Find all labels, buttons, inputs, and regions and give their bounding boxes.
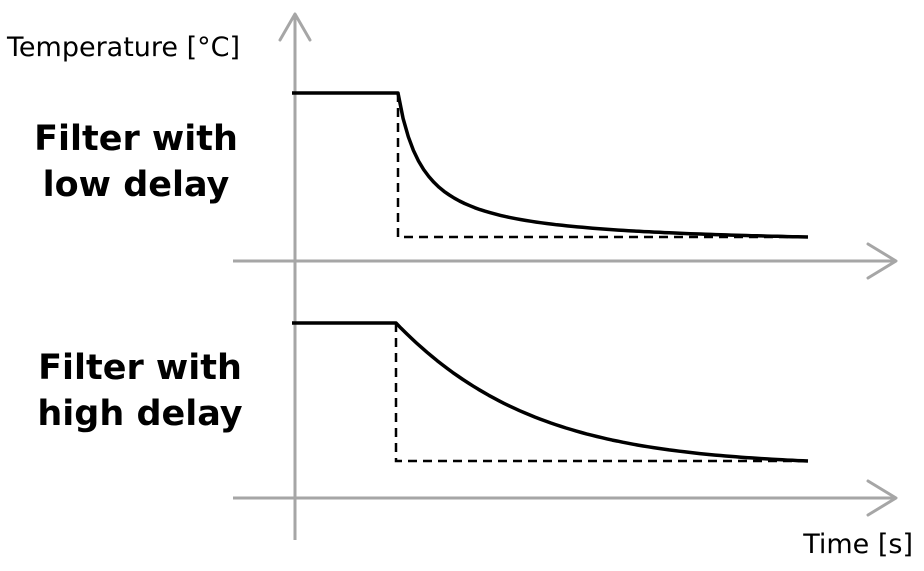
filter-response-curve-high <box>292 321 809 463</box>
filter-response-curve-low <box>292 91 809 239</box>
temperature-axis-arrowhead <box>278 12 312 42</box>
time-axis-upper-arrowhead <box>866 242 898 280</box>
y-axis-label: Temperature [°C] <box>6 32 240 63</box>
panel-label-line2: low delay <box>43 165 230 205</box>
time-axis-lower-arrowhead <box>866 479 898 517</box>
panel-high-delay: Filter with high delay <box>37 321 809 463</box>
ideal-step-response-low <box>396 93 808 239</box>
panel-label-line1: Filter with <box>34 119 238 159</box>
x-axis-label: Time [s] <box>802 529 913 560</box>
panel-low-delay: Filter with low delay <box>34 91 809 239</box>
panel-label-line2: high delay <box>37 394 242 434</box>
ideal-step-response-high <box>394 323 808 463</box>
panel-label-line1: Filter with <box>38 348 242 388</box>
